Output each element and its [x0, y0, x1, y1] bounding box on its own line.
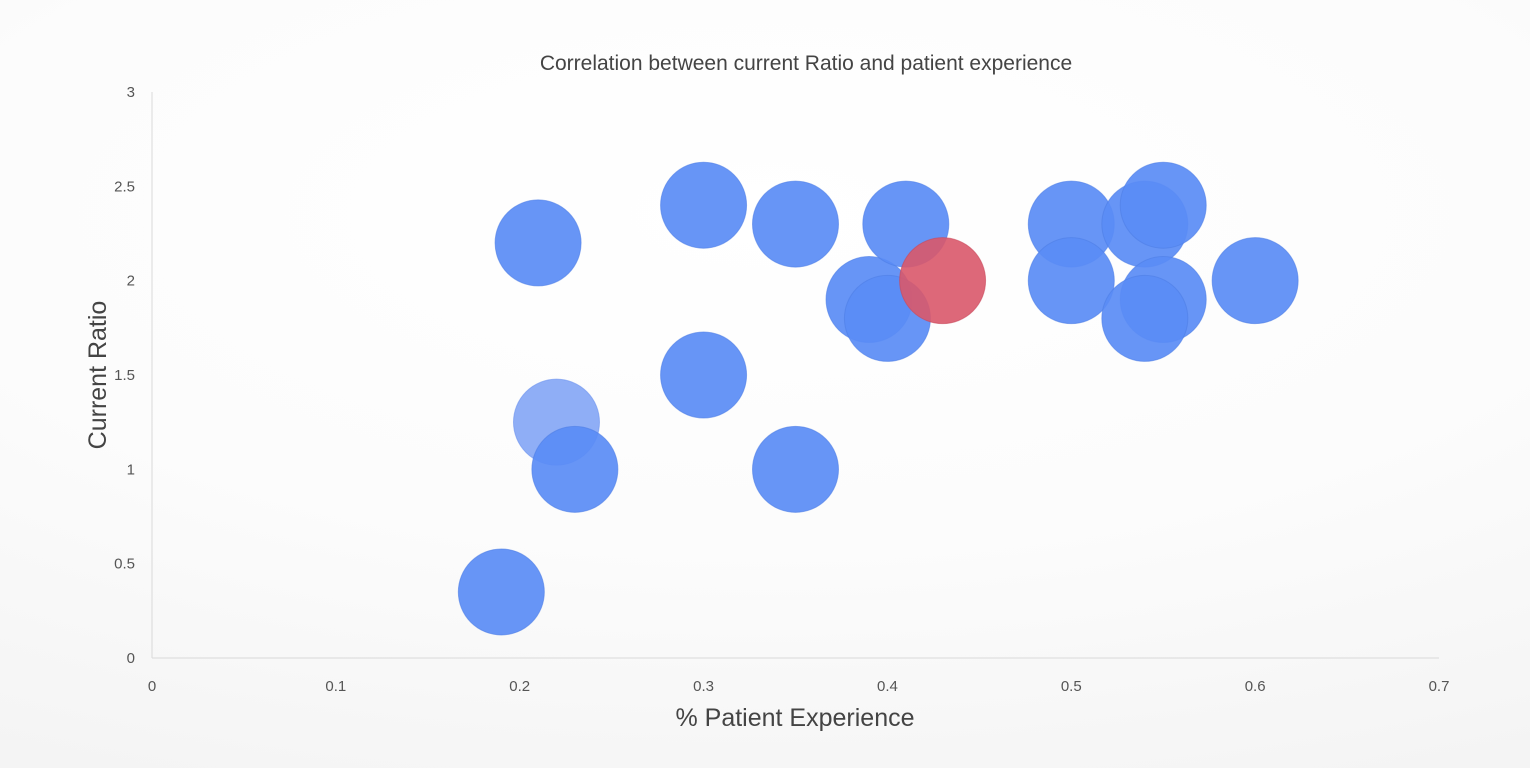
y-tick-label: 3	[127, 84, 135, 101]
x-tick-label: 0	[148, 678, 156, 695]
bubble	[660, 331, 748, 419]
bubble	[1027, 237, 1115, 325]
bubble	[1211, 237, 1299, 325]
bubble-series	[457, 161, 1299, 636]
bubble	[1119, 161, 1207, 249]
bubble	[752, 180, 839, 268]
chart-title: Correlation between current Ratio and pa…	[540, 52, 1072, 75]
y-tick-labels: 0 0.5 1 1.5 2 2.5 3	[114, 84, 135, 667]
x-tick-label: 0.4	[877, 678, 898, 695]
y-tick-label: 0	[127, 650, 135, 667]
bubble-highlight	[899, 237, 987, 325]
bubble	[457, 548, 545, 636]
x-tick-label: 0.7	[1429, 678, 1450, 695]
y-tick-label: 2.5	[114, 178, 135, 195]
bubble	[660, 161, 748, 249]
x-tick-label: 0.2	[509, 678, 530, 695]
y-tick-label: 1	[127, 461, 135, 478]
bubble	[531, 425, 619, 513]
x-tick-label: 0.6	[1245, 678, 1266, 695]
bubble	[494, 199, 582, 287]
x-axis-title: % Patient Experience	[675, 704, 914, 732]
y-tick-label: 1.5	[114, 367, 135, 384]
x-tick-labels: 0 0.1 0.2 0.3 0.4 0.5 0.6 0.7	[148, 678, 1450, 695]
x-tick-label: 0.5	[1061, 678, 1082, 695]
bubble	[1101, 274, 1189, 362]
y-tick-label: 0.5	[114, 556, 135, 573]
x-tick-label: 0.3	[693, 678, 714, 695]
bubble	[752, 425, 839, 513]
x-tick-label: 0.1	[325, 678, 346, 695]
y-axis-title: Current Ratio	[84, 301, 112, 450]
y-tick-label: 2	[127, 273, 135, 290]
